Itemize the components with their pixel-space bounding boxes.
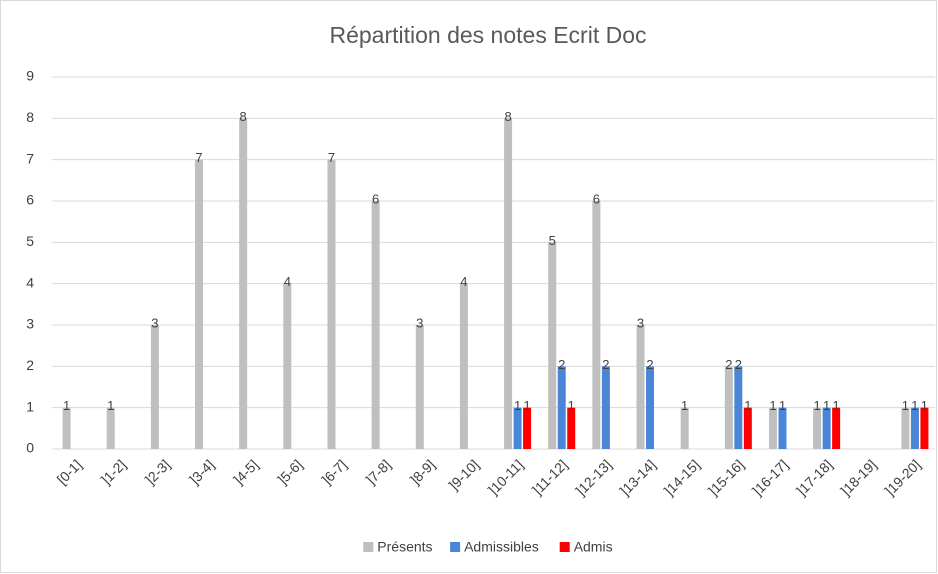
data-label: 1 bbox=[902, 398, 909, 413]
legend-label: Présents bbox=[377, 539, 432, 555]
data-label: 1 bbox=[107, 398, 114, 413]
bar bbox=[195, 159, 204, 449]
data-label: 2 bbox=[735, 357, 742, 372]
bar bbox=[601, 366, 610, 449]
data-label: 7 bbox=[195, 150, 202, 165]
bar bbox=[567, 407, 576, 449]
bar bbox=[548, 242, 557, 449]
y-tick-label: 1 bbox=[26, 398, 34, 414]
bar bbox=[680, 407, 689, 449]
bar bbox=[734, 366, 743, 449]
data-label: 4 bbox=[460, 274, 467, 289]
data-label: 3 bbox=[416, 315, 423, 330]
data-label: 1 bbox=[823, 398, 830, 413]
bar bbox=[920, 407, 929, 449]
bar bbox=[62, 407, 71, 449]
bar bbox=[822, 407, 831, 449]
bar bbox=[592, 201, 601, 449]
data-label: 2 bbox=[725, 357, 732, 372]
bar bbox=[778, 407, 787, 449]
data-label: 1 bbox=[814, 398, 821, 413]
y-tick-label: 9 bbox=[26, 68, 34, 84]
data-label: 3 bbox=[151, 315, 158, 330]
data-label: 8 bbox=[240, 109, 247, 124]
legend-swatch bbox=[450, 542, 461, 552]
bar bbox=[557, 366, 566, 449]
bar bbox=[646, 366, 655, 449]
data-label: 8 bbox=[504, 109, 511, 124]
y-tick-label: 8 bbox=[26, 109, 34, 125]
y-tick-label: 5 bbox=[26, 233, 34, 249]
y-tick-label: 7 bbox=[26, 150, 34, 166]
legend-swatch bbox=[363, 542, 374, 552]
bar bbox=[523, 407, 532, 449]
bar bbox=[743, 407, 752, 449]
data-label: 6 bbox=[372, 191, 379, 206]
bar bbox=[415, 325, 424, 449]
data-label: 1 bbox=[681, 398, 688, 413]
data-label: 1 bbox=[833, 398, 840, 413]
bar bbox=[724, 366, 733, 449]
data-label: 1 bbox=[921, 398, 928, 413]
data-label: 1 bbox=[568, 398, 575, 413]
bar bbox=[327, 159, 336, 449]
y-tick-label: 4 bbox=[26, 274, 34, 290]
bar bbox=[513, 407, 522, 449]
bar bbox=[768, 407, 777, 449]
bar bbox=[504, 118, 513, 449]
data-label: 1 bbox=[911, 398, 918, 413]
legend-label: Admissibles bbox=[464, 539, 539, 555]
data-label: 1 bbox=[63, 398, 70, 413]
bar bbox=[459, 283, 468, 449]
bar bbox=[106, 407, 115, 449]
y-tick-label: 3 bbox=[26, 316, 34, 332]
bar bbox=[910, 407, 919, 449]
y-tick-label: 6 bbox=[26, 192, 34, 208]
data-label: 1 bbox=[514, 398, 521, 413]
bar bbox=[150, 325, 159, 449]
data-label: 2 bbox=[558, 357, 565, 372]
y-tick-label: 0 bbox=[26, 440, 34, 456]
chart-title: Répartition des notes Ecrit Doc bbox=[329, 22, 646, 48]
data-label: 2 bbox=[602, 357, 609, 372]
bar bbox=[636, 325, 645, 449]
legend-label: Admis bbox=[574, 539, 613, 555]
data-label: 1 bbox=[744, 398, 751, 413]
bar bbox=[371, 201, 380, 449]
data-label: 3 bbox=[637, 315, 644, 330]
data-label: 1 bbox=[769, 398, 776, 413]
y-tick-label: 2 bbox=[26, 357, 34, 373]
data-label: 1 bbox=[779, 398, 786, 413]
bar bbox=[283, 283, 292, 449]
data-label: 7 bbox=[328, 150, 335, 165]
data-label: 5 bbox=[549, 233, 556, 248]
data-label: 1 bbox=[523, 398, 530, 413]
data-label: 2 bbox=[646, 357, 653, 372]
data-label: 4 bbox=[284, 274, 291, 289]
data-label: 6 bbox=[593, 191, 600, 206]
bar bbox=[239, 118, 248, 449]
legend-swatch bbox=[559, 542, 570, 552]
bar bbox=[832, 407, 841, 449]
bar bbox=[813, 407, 822, 449]
bar bbox=[901, 407, 910, 449]
